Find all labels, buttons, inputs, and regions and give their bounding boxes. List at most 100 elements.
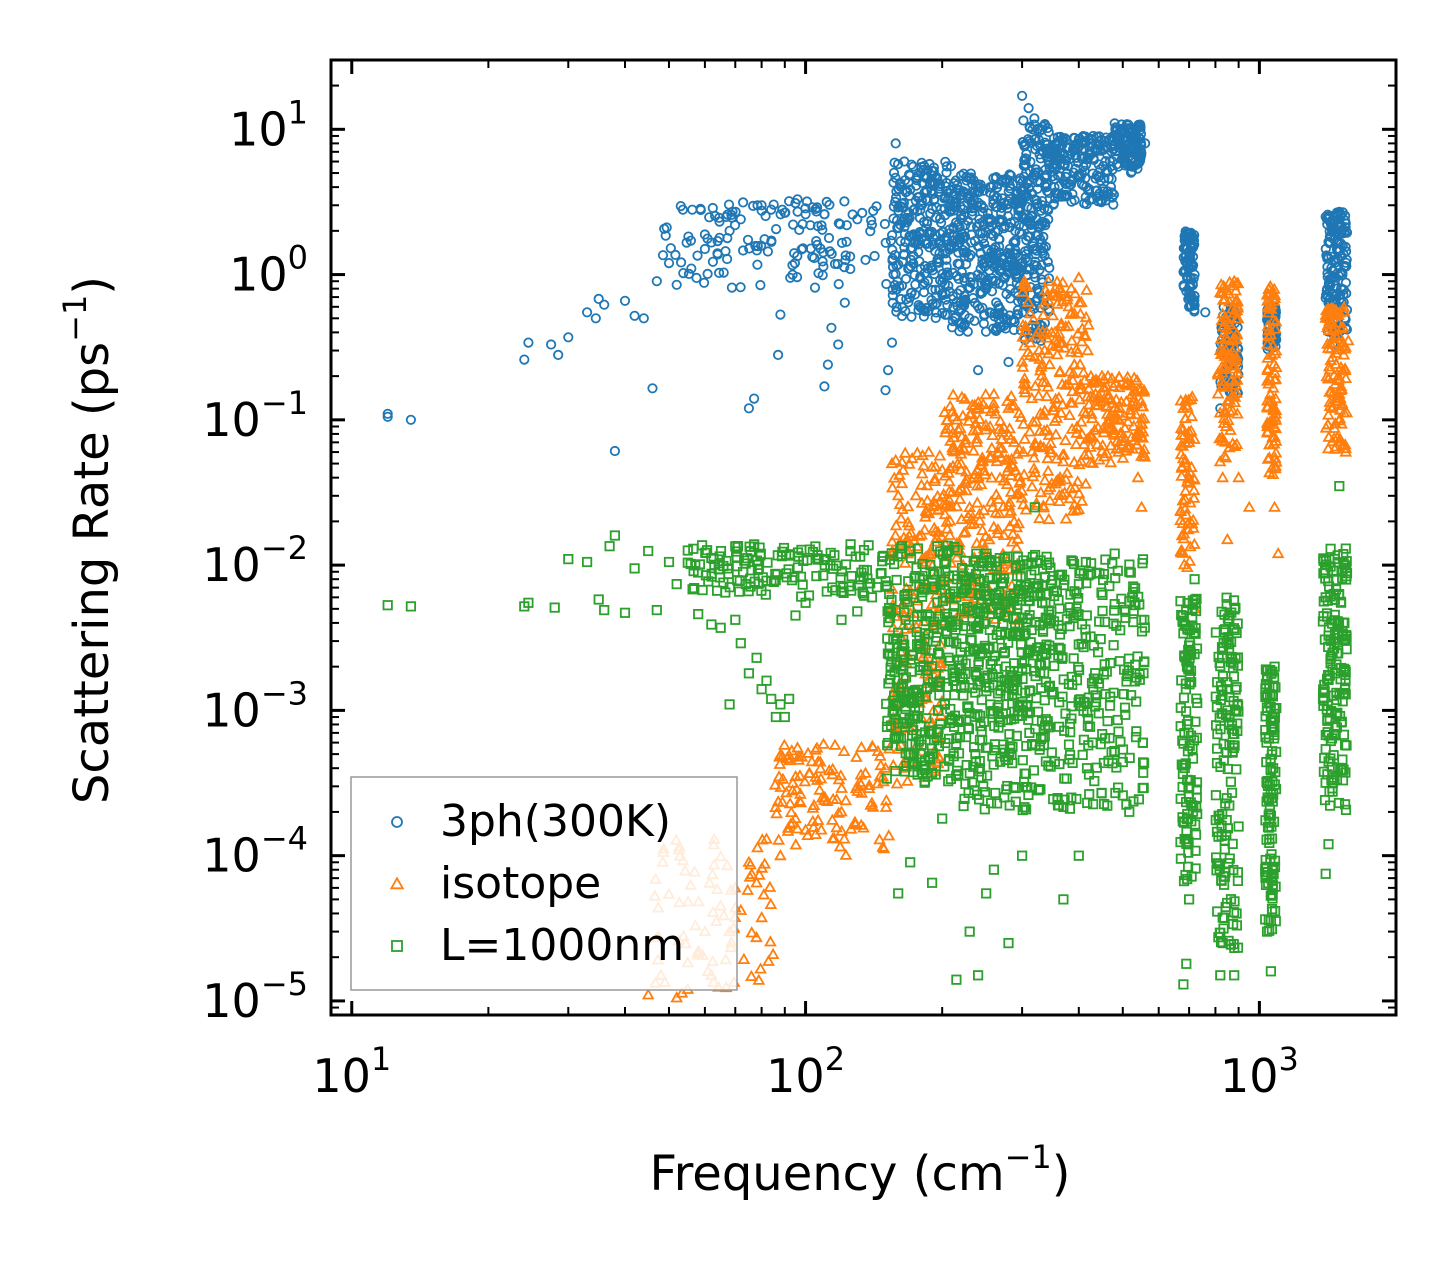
data-point [988,244,1000,255]
data-point [1025,306,1036,317]
data-point [1111,159,1122,170]
data-point [945,161,957,172]
data-point [871,201,882,212]
data-point [790,610,801,621]
data-point [1185,390,1199,402]
data-point [1337,207,1348,218]
data-point [786,784,799,796]
data-point [792,753,806,765]
data-point [1010,541,1023,553]
data-points [382,90,1355,1003]
data-point [969,315,980,326]
data-point [1339,227,1350,239]
data-point [889,519,903,531]
data-point [1059,433,1072,446]
data-point [982,208,993,219]
data-point [1326,272,1338,284]
data-point [1019,319,1032,332]
data-point [955,232,966,243]
data-point [1003,519,1017,531]
data-point [991,182,1003,193]
data-point [752,200,763,211]
data-point [938,272,949,283]
data-point [1032,343,1046,355]
data-point [1097,605,1108,617]
data-point [822,359,834,370]
data-point [707,202,718,214]
data-point [840,250,851,261]
data-point [1062,376,1075,389]
data-point [889,250,901,261]
data-point [825,813,839,825]
data-point [935,228,946,239]
data-point [1059,773,1070,784]
data-point [1019,298,1031,309]
data-point [985,256,996,267]
data-point [869,250,880,262]
data-point [1084,789,1095,800]
data-point [793,787,807,799]
data-point [954,237,965,248]
data-point [1041,452,1055,464]
data-point [894,512,908,524]
data-point [985,441,999,453]
data-point [899,213,910,224]
data-point [1017,257,1028,268]
data-point [1337,754,1348,765]
data-point [1135,500,1148,512]
data-point [993,300,1004,311]
data-point [969,416,983,429]
data-point [1029,439,1043,451]
data-point [1000,323,1011,334]
data-point [698,277,710,288]
data-point [1072,487,1086,499]
data-point [1109,548,1120,559]
data-point [1031,325,1045,337]
data-point [964,517,978,529]
data-point [706,619,717,630]
data-point [933,449,947,461]
data-point [907,161,919,172]
data-point [1097,391,1111,404]
data-point [764,897,778,909]
data-point [1017,186,1028,197]
data-point [1023,336,1037,348]
data-point [1134,383,1148,395]
data-point [1029,113,1040,124]
data-point [707,256,719,267]
data-point [1180,266,1191,277]
data-point [962,414,976,426]
data-point [984,187,996,198]
data-point [1135,122,1146,133]
data-point [1125,387,1139,400]
data-point [1043,480,1057,492]
data-point [862,778,876,790]
data-point [545,339,557,350]
data-point [996,425,1009,437]
data-point [791,741,804,753]
data-point [1032,283,1043,294]
data-point [1137,385,1151,397]
data-point [918,287,930,298]
data-point [382,600,393,611]
data-point [1046,289,1060,301]
data-point [866,800,880,812]
data-point [832,258,843,270]
data-point [766,204,777,215]
data-point [1077,437,1091,450]
data-point [1065,396,1079,408]
data-point [885,456,899,469]
data-point [812,239,823,250]
data-point [1072,143,1083,154]
data-point [930,212,942,223]
data-point [1130,373,1144,386]
data-point [1019,246,1031,257]
data-point [1049,428,1063,440]
data-point [1106,396,1120,408]
data-point [931,307,942,318]
data-point [721,253,733,265]
data-point [744,858,757,870]
data-point [1220,532,1234,545]
data-point [563,554,574,565]
data-point [1016,90,1028,101]
